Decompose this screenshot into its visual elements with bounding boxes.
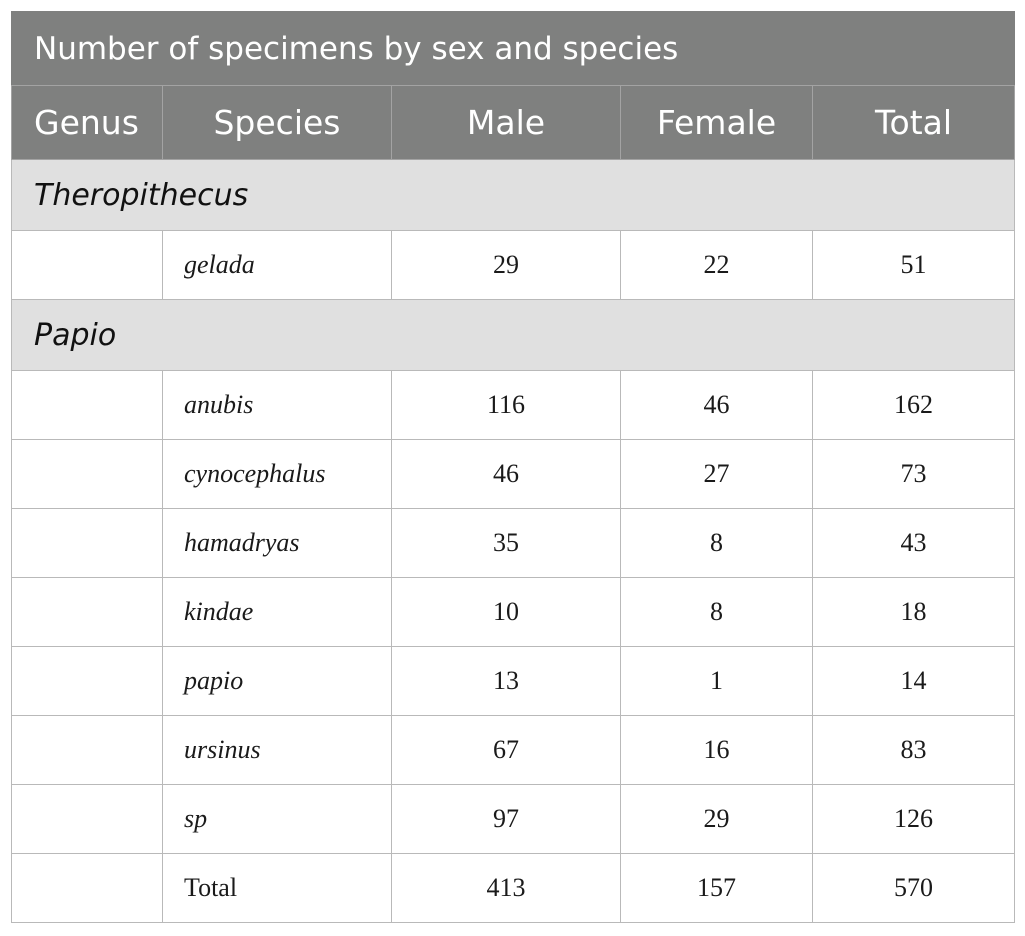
male-total-cell: 413 bbox=[391, 853, 621, 923]
male-cell: 29 bbox=[391, 230, 621, 300]
table-title-row: Number of specimens by sex and species bbox=[10, 11, 1016, 86]
genus-label: Theropithecus bbox=[10, 159, 1016, 231]
species-cell: kindae bbox=[162, 577, 392, 647]
column-header-species: Species bbox=[162, 85, 392, 160]
species-cell: gelada bbox=[162, 230, 392, 300]
female-cell: 16 bbox=[620, 715, 813, 785]
genus-label: Papio bbox=[10, 299, 1016, 371]
column-header-genus: Genus bbox=[11, 85, 163, 160]
female-cell: 22 bbox=[620, 230, 813, 300]
female-cell: 46 bbox=[620, 370, 813, 440]
table-row: cynocephalus 46 27 73 bbox=[11, 439, 1016, 509]
species-cell: anubis bbox=[162, 370, 392, 440]
genus-row: Papio bbox=[10, 299, 1016, 371]
table-row: ursinus 67 16 83 bbox=[11, 715, 1016, 785]
female-total-cell: 157 bbox=[620, 853, 813, 923]
table-header-row: Genus Species Male Female Total bbox=[11, 85, 1016, 160]
species-cell: ursinus bbox=[162, 715, 392, 785]
genus-cell-empty bbox=[11, 508, 163, 578]
genus-cell-empty bbox=[11, 715, 163, 785]
genus-row: Theropithecus bbox=[10, 159, 1016, 231]
table-row: anubis 116 46 162 bbox=[11, 370, 1016, 440]
column-header-female: Female bbox=[620, 85, 813, 160]
male-cell: 97 bbox=[391, 784, 621, 854]
genus-cell-empty bbox=[11, 439, 163, 509]
male-cell: 10 bbox=[391, 577, 621, 647]
table-row: kindae 10 8 18 bbox=[11, 577, 1016, 647]
total-cell: 162 bbox=[811, 370, 1016, 440]
table-row: gelada 29 22 51 bbox=[11, 230, 1016, 300]
total-row: Total 413 157 570 bbox=[11, 853, 1016, 923]
female-cell: 8 bbox=[620, 577, 813, 647]
male-cell: 46 bbox=[391, 439, 621, 509]
total-cell: 51 bbox=[811, 230, 1016, 300]
column-header-total: Total bbox=[811, 85, 1016, 160]
female-cell: 1 bbox=[620, 646, 813, 716]
grand-total-cell: 570 bbox=[811, 853, 1016, 923]
total-cell: 126 bbox=[811, 784, 1016, 854]
male-cell: 116 bbox=[391, 370, 621, 440]
table-row: hamadryas 35 8 43 bbox=[11, 508, 1016, 578]
column-header-male: Male bbox=[391, 85, 621, 160]
species-cell: cynocephalus bbox=[162, 439, 392, 509]
total-label: Total bbox=[162, 853, 392, 923]
female-cell: 27 bbox=[620, 439, 813, 509]
male-cell: 35 bbox=[391, 508, 621, 578]
total-cell: 43 bbox=[811, 508, 1016, 578]
species-cell: sp bbox=[162, 784, 392, 854]
total-cell: 14 bbox=[811, 646, 1016, 716]
genus-cell-empty bbox=[11, 784, 163, 854]
total-cell: 73 bbox=[811, 439, 1016, 509]
genus-cell-empty bbox=[11, 370, 163, 440]
specimens-table: Number of specimens by sex and species G… bbox=[10, 11, 1016, 923]
genus-cell-empty bbox=[11, 230, 163, 300]
table-row: sp 97 29 126 bbox=[11, 784, 1016, 854]
genus-cell-empty bbox=[11, 577, 163, 647]
table-title: Number of specimens by sex and species bbox=[10, 11, 1016, 86]
female-cell: 29 bbox=[620, 784, 813, 854]
total-cell: 18 bbox=[811, 577, 1016, 647]
species-cell: hamadryas bbox=[162, 508, 392, 578]
genus-cell-empty bbox=[11, 853, 163, 923]
total-cell: 83 bbox=[811, 715, 1016, 785]
male-cell: 13 bbox=[391, 646, 621, 716]
male-cell: 67 bbox=[391, 715, 621, 785]
table-row: papio 13 1 14 bbox=[11, 646, 1016, 716]
species-cell: papio bbox=[162, 646, 392, 716]
genus-cell-empty bbox=[11, 646, 163, 716]
female-cell: 8 bbox=[620, 508, 813, 578]
